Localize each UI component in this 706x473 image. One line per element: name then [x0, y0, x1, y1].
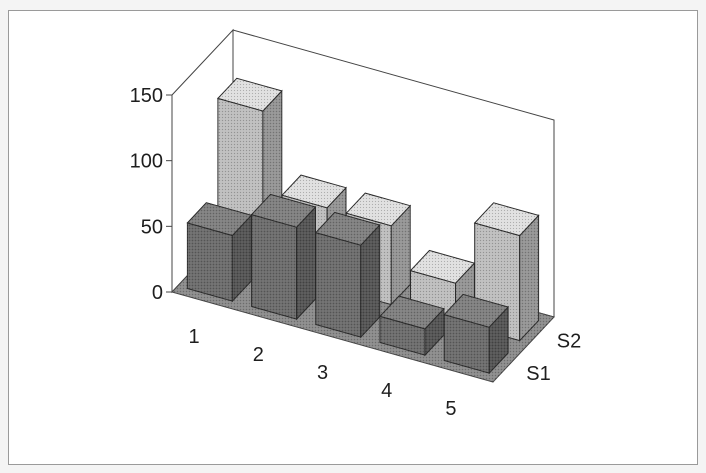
x-category-label: 5 — [445, 398, 456, 420]
x-category-label: 3 — [317, 362, 328, 384]
y-tick-label: 150 — [130, 85, 163, 107]
bar-s1-5 — [443, 293, 510, 375]
x-category-label: 2 — [253, 344, 264, 366]
series-axis-label: S2 — [557, 330, 581, 352]
y-tick-label: 0 — [152, 282, 163, 304]
x-category-label: 4 — [381, 380, 392, 402]
x-category-label: 1 — [189, 326, 200, 348]
bar-s1-3 — [314, 211, 381, 339]
y-tick-label: 50 — [141, 216, 163, 238]
bar-s1-4 — [379, 295, 445, 357]
bar-s1-2 — [250, 193, 317, 321]
series-axis-label: S1 — [526, 363, 550, 385]
y-tick-label: 100 — [130, 151, 163, 173]
bar-s1-1 — [186, 202, 253, 303]
